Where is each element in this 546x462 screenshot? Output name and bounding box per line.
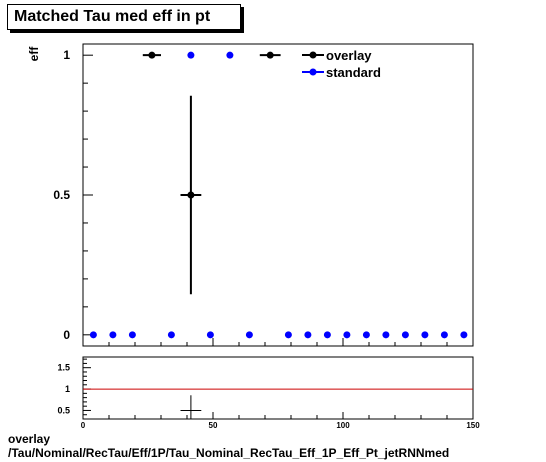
ratio-y-tick-label: 0.5: [57, 405, 70, 415]
standard-point: [323, 331, 331, 339]
standard-point: [89, 331, 97, 339]
main-y-tick-label: 0.5: [53, 188, 70, 202]
standard-point: [128, 331, 136, 339]
ratio-x-tick-label: 50: [209, 421, 218, 430]
footer-line-2: /Tau/Nominal/RecTau/Eff/1P/Tau_Nominal_R…: [8, 446, 450, 460]
footer-line-1: overlay: [8, 432, 51, 446]
standard-point: [460, 331, 468, 339]
main-y-tick-label: 0: [63, 328, 70, 342]
standard-point: [421, 331, 429, 339]
standard-point: [206, 331, 214, 339]
ratio-plot-frame: [82, 356, 474, 420]
main-y-axis-label: eff: [27, 46, 41, 62]
ratio-y-tick-label: 1.5: [57, 363, 70, 373]
ratio-y-tick-label: 1: [65, 384, 70, 394]
ratio-x-tick-label: 100: [336, 421, 350, 430]
standard-point: [245, 331, 253, 339]
overlay-point: [187, 191, 195, 199]
standard-point: [187, 51, 195, 59]
standard-point: [401, 331, 409, 339]
legend-overlay-label: overlay: [326, 48, 372, 63]
standard-point: [382, 331, 390, 339]
standard-point: [440, 331, 448, 339]
overlay-point: [266, 51, 274, 59]
standard-point: [226, 51, 234, 59]
standard-point: [284, 331, 292, 339]
legend-standard-label: standard: [326, 65, 381, 80]
ratio-x-tick-label: 0: [81, 421, 86, 430]
standard-point: [167, 331, 175, 339]
chart-title: Matched Tau med eff in pt: [14, 8, 211, 25]
title-box: Matched Tau med eff in pt: [7, 4, 241, 30]
standard-point: [109, 331, 117, 339]
standard-point: [343, 331, 351, 339]
ratio-x-tick-label: 150: [466, 421, 480, 430]
legend-overlay-marker: [309, 51, 317, 59]
standard-point: [304, 331, 312, 339]
overlay-point: [148, 51, 156, 59]
main-y-tick-label: 1: [63, 48, 70, 62]
legend-standard-marker: [309, 68, 317, 76]
standard-point: [362, 331, 370, 339]
main-plot-frame: [82, 43, 474, 347]
